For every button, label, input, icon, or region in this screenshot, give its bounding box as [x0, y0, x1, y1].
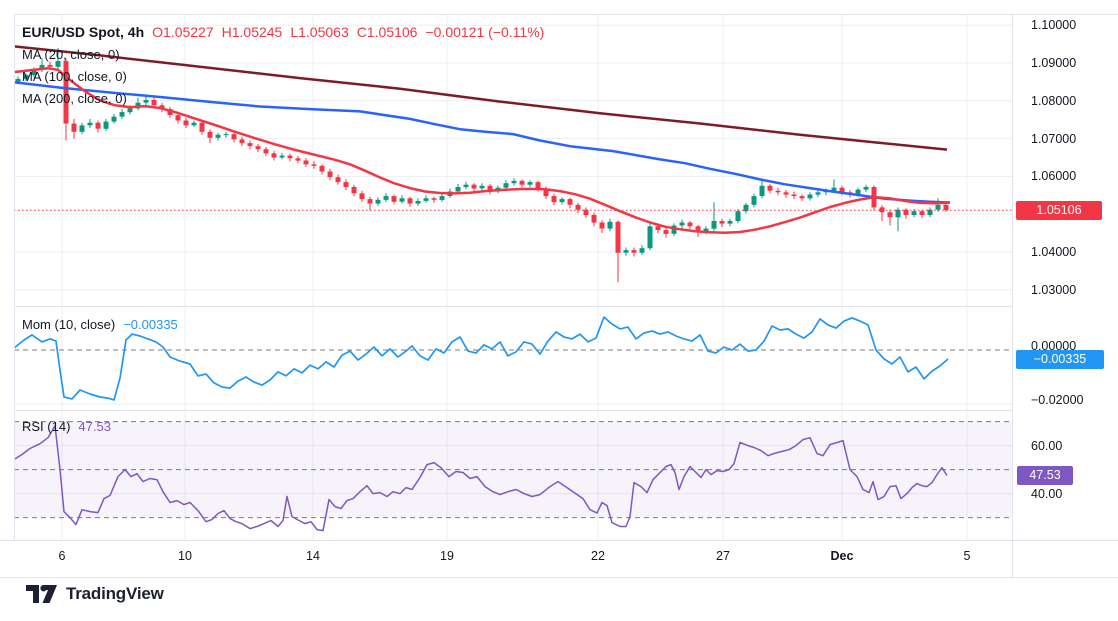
time-axis-label: 14 [306, 549, 320, 563]
momentum-axis-label: −0.02000 [1031, 393, 1084, 407]
ohlc-high: H1.05245 [221, 24, 283, 40]
rsi-line [13, 424, 948, 532]
rsi-label: RSI (14) [22, 419, 71, 434]
tradingview-logo[interactable]: TradingView [26, 584, 164, 604]
price-axis-label: 1.08000 [1031, 94, 1077, 108]
rsi-value: 47.53 [78, 419, 111, 434]
rsi-axis-label: 40.00 [1031, 487, 1063, 501]
price-axis-label: 1.07000 [1031, 132, 1077, 146]
price-axis-label: 1.04000 [1031, 245, 1077, 259]
price-axis-label: 1.10000 [1031, 18, 1077, 32]
candlestick-series [15, 47, 949, 283]
momentum-label: Mom (10, close) [22, 317, 116, 332]
ma100-label: MA (100, close, 0) [22, 69, 127, 84]
rsi-value-badge: 47.53 [1017, 466, 1073, 485]
current-price-badge: 1.05106 [1016, 201, 1102, 220]
time-axis-label: 6 [58, 549, 66, 563]
ma200-line [13, 45, 948, 151]
rsi-legend[interactable]: RSI (14) 47.53 [22, 419, 111, 434]
momentum-legend[interactable]: Mom (10, close) −0.00335 [22, 317, 178, 332]
momentum-axis-label: 0.00000 [1031, 339, 1077, 353]
momentum-value-badge: −0.00335 [1016, 350, 1104, 369]
ma20-label: MA (20, close, 0) [22, 47, 120, 62]
ma20-line [13, 67, 951, 234]
symbol-legend[interactable]: EUR/USD Spot, 4h O1.05227 H1.05245 L1.05… [22, 24, 544, 40]
momentum-value: −0.00335 [123, 317, 178, 332]
symbol-title: EUR/USD Spot, 4h [22, 24, 145, 40]
ma100-legend[interactable]: MA (100, close, 0) [22, 69, 127, 84]
time-axis-label: 5 [963, 549, 971, 563]
ma200-legend[interactable]: MA (200, close, 0) [22, 91, 127, 106]
ma20-legend[interactable]: MA (20, close, 0) [22, 47, 120, 62]
ma100-line [13, 81, 951, 204]
ohlc-low: L1.05063 [290, 24, 349, 40]
price-axis-label: 1.09000 [1031, 56, 1077, 70]
rsi-axis-label: 60.00 [1031, 439, 1063, 453]
time-axis-label: 10 [178, 549, 192, 563]
ohlc-close: C1.05106 [356, 24, 418, 40]
price-axis-label: 1.03000 [1031, 283, 1077, 297]
time-axis-label: Dec [830, 549, 854, 563]
price-axis-label: 1.06000 [1031, 169, 1077, 183]
momentum-line [13, 316, 949, 401]
ma200-label: MA (200, close, 0) [22, 91, 127, 106]
tradingview-logo-icon [26, 585, 57, 603]
time-axis-label: 19 [440, 549, 454, 563]
time-axis-label: 27 [716, 549, 730, 563]
time-axis-label: 22 [591, 549, 605, 563]
ohlc-change: −0.00121 (−0.11%) [425, 24, 545, 40]
ohlc-open: O1.05227 [152, 24, 214, 40]
